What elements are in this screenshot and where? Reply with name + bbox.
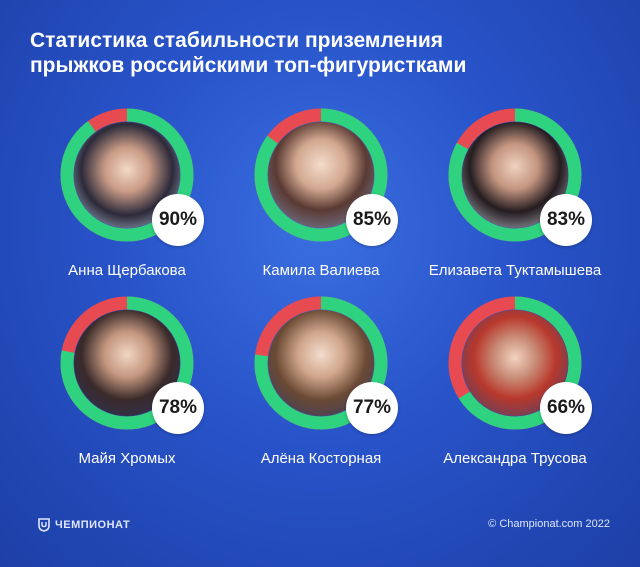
percent-badge: 78%: [152, 382, 204, 434]
ring-svg: [60, 296, 194, 430]
ring-chart: 78%: [60, 296, 204, 434]
skater-name: Майя Хромых: [78, 450, 176, 467]
championat-logo: ЧЕМПИОНАТ: [38, 518, 130, 532]
skater-card: 85% Камила Валиева: [214, 108, 404, 338]
ring-chart: 85%: [254, 108, 398, 246]
ring-chart: 83%: [448, 108, 592, 246]
ring-svg: [448, 108, 582, 242]
ring-svg: [254, 108, 388, 242]
title-line-2: прыжков российскими топ-фигуристками: [30, 54, 467, 77]
ring-svg: [254, 296, 388, 430]
skater-card: 78% Майя Хромых: [20, 296, 210, 526]
skater-name: Камила Валиева: [262, 262, 380, 279]
skater-card: 83% Елизавета Туктамышева: [408, 108, 601, 338]
percent-badge: 66%: [540, 382, 592, 434]
percent-badge: 85%: [346, 194, 398, 246]
title-line-1: Статистика стабильности приземления: [30, 29, 444, 52]
skater-name: Анна Щербакова: [68, 262, 186, 279]
skater-card: 90% Анна Щербакова: [20, 108, 210, 338]
ring-chart: 66%: [448, 296, 592, 434]
skater-name: Алёна Косторная: [260, 450, 382, 467]
skater-card: 66% Александра Трусова: [408, 296, 598, 526]
stable-slice: [60, 108, 194, 242]
page-title: Статистика стабильности приземления прыж…: [30, 28, 590, 78]
stable-slice: [60, 296, 194, 430]
stable-slice: [254, 108, 388, 242]
championat-shield-icon: [38, 518, 50, 532]
logo-text: ЧЕМПИОНАТ: [55, 519, 131, 531]
copyright: © Championat.com 2022: [488, 518, 610, 530]
skater-name: Елизавета Туктамышева: [428, 262, 602, 279]
stable-slice: [448, 296, 582, 430]
stable-slice: [448, 108, 582, 242]
percent-badge: 90%: [152, 194, 204, 246]
percent-badge: 77%: [346, 382, 398, 434]
ring-chart: 90%: [60, 108, 204, 246]
ring-svg: [60, 108, 194, 242]
ring-svg: [448, 296, 582, 430]
skater-name: Александра Трусова: [443, 450, 587, 467]
percent-badge: 83%: [540, 194, 592, 246]
ring-chart: 77%: [254, 296, 398, 434]
stable-slice: [254, 296, 388, 430]
skater-card: 77% Алёна Косторная: [214, 296, 404, 526]
